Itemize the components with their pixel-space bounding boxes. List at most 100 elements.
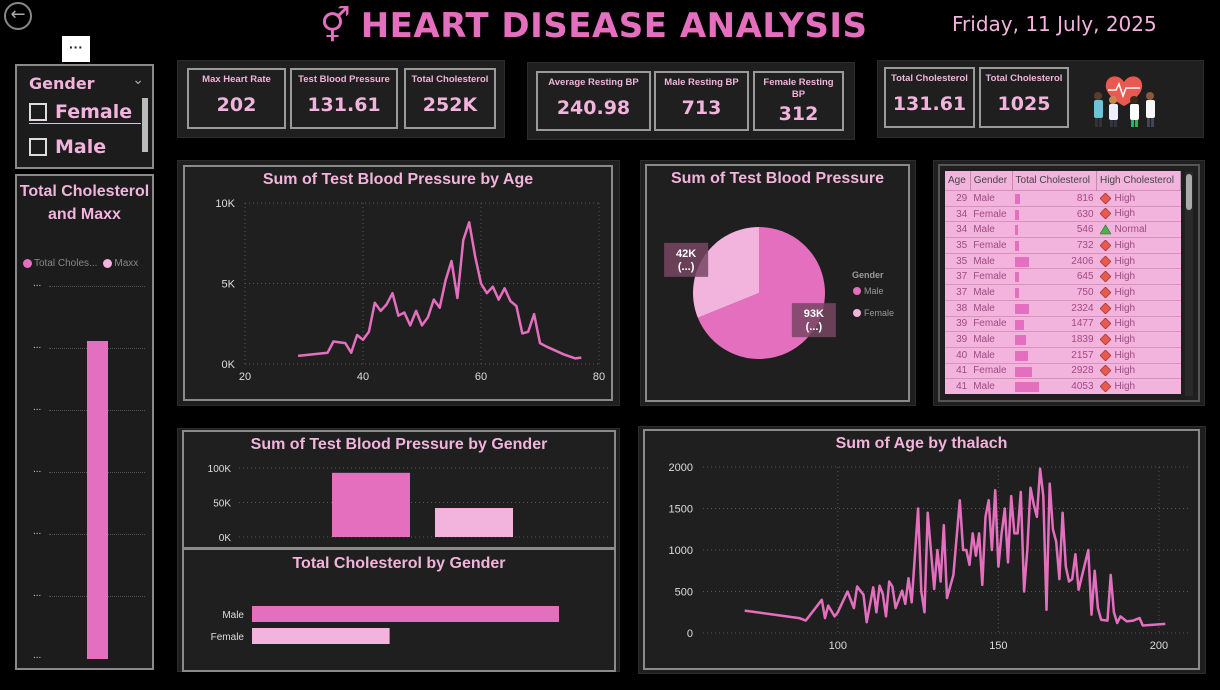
cell-gender: Female bbox=[970, 315, 1013, 332]
legend-label[interactable]: Female bbox=[864, 308, 894, 318]
data-bar bbox=[1015, 209, 1019, 220]
cell-age: 41 bbox=[945, 378, 971, 395]
column-header-gender[interactable]: Gender bbox=[970, 171, 1013, 191]
bar-male[interactable] bbox=[252, 606, 559, 622]
table-row[interactable]: 34 Male 546 Normal bbox=[945, 221, 1181, 238]
category-label: Male bbox=[222, 610, 244, 621]
cell-high-cholesterol: High bbox=[1096, 190, 1181, 207]
table-row[interactable]: 37 Female 645 High bbox=[945, 268, 1181, 285]
chart-title: Sum of Test Blood Pressure bbox=[670, 170, 885, 187]
data-bar bbox=[1015, 350, 1028, 361]
column-header-high-cholesterol[interactable]: High Cholesterol bbox=[1096, 171, 1181, 191]
kpi-total-cholesterol-avg: Total Cholesterol 131.61 bbox=[884, 67, 975, 128]
cell-high-cholesterol: High bbox=[1096, 315, 1181, 332]
diamond-warning-icon bbox=[1099, 381, 1111, 393]
cell-high-cholesterol: High bbox=[1096, 362, 1181, 379]
cell-age: 39 bbox=[945, 315, 971, 332]
column-header-age[interactable]: Age bbox=[945, 171, 971, 191]
bar-female[interactable] bbox=[435, 508, 513, 537]
checkbox[interactable] bbox=[29, 138, 47, 156]
table-row[interactable]: 29 Male 816 High bbox=[945, 190, 1181, 207]
table-row[interactable]: 37 Male 750 High bbox=[945, 284, 1181, 301]
table-row[interactable]: 39 Male 1839 High bbox=[945, 331, 1181, 348]
gridline bbox=[49, 286, 145, 287]
cell-age: 34 bbox=[945, 221, 971, 238]
cell-total-cholesterol: 4053 bbox=[1012, 378, 1097, 395]
cell-age: 35 bbox=[945, 237, 971, 254]
bp-by-gender-plot: 0K 50K 100K bbox=[208, 464, 609, 544]
series-line[interactable] bbox=[744, 467, 1166, 627]
gender-symbol-icon: ⚥ bbox=[320, 6, 351, 46]
legend-marker[interactable] bbox=[853, 287, 861, 295]
table-row[interactable]: 40 Male 2157 High bbox=[945, 346, 1181, 364]
total-cholesterol-bar[interactable] bbox=[87, 341, 108, 659]
table-row[interactable]: 35 Female 732 High bbox=[945, 237, 1181, 254]
table-scrollbar-thumb[interactable] bbox=[1186, 174, 1192, 210]
table-row[interactable]: 34 Female 630 High bbox=[945, 205, 1181, 222]
y-tick-label: 1000 bbox=[669, 545, 693, 557]
cell-age: 38 bbox=[945, 299, 971, 316]
bar-male[interactable] bbox=[332, 472, 410, 537]
category-label: Female bbox=[211, 632, 245, 643]
cell-age: 37 bbox=[945, 268, 971, 285]
series-line[interactable] bbox=[297, 221, 582, 360]
table-row[interactable]: 41 Female 2928 High bbox=[945, 362, 1181, 379]
table-row[interactable]: 41 Male 4053 High bbox=[945, 378, 1181, 395]
checkbox[interactable] bbox=[29, 103, 47, 121]
data-bar bbox=[1015, 366, 1033, 377]
legend-marker[interactable] bbox=[853, 309, 861, 317]
legend-label[interactable]: Male bbox=[864, 286, 884, 296]
cell-total-cholesterol: 2406 bbox=[1012, 252, 1097, 269]
cell-value: 4053 bbox=[1071, 381, 1094, 393]
cell-value: High bbox=[1114, 302, 1136, 314]
slicer-title: Gender bbox=[29, 74, 95, 93]
data-label: 93K bbox=[804, 308, 824, 320]
cell-high-cholesterol: High bbox=[1096, 237, 1181, 254]
kpi-average-resting-bp: Average Resting BP 240.98 bbox=[536, 71, 651, 131]
more-options-button[interactable]: ··· bbox=[62, 36, 90, 62]
legend-item-maxx[interactable]: Maxx bbox=[103, 258, 138, 269]
table-row[interactable]: 35 Male 2406 High bbox=[945, 252, 1181, 269]
diamond-warning-icon bbox=[1099, 349, 1111, 361]
data-label: (...) bbox=[678, 261, 695, 273]
slicer-item-male[interactable]: Male bbox=[29, 136, 141, 158]
title-area: ⚥ HEART DISEASE ANALYSIS bbox=[320, 6, 868, 46]
cell-total-cholesterol: 732 bbox=[1012, 237, 1097, 254]
y-tick-label: 5K bbox=[222, 279, 236, 291]
data-bar bbox=[1015, 225, 1019, 236]
diamond-warning-icon bbox=[1099, 286, 1111, 298]
slicer-item-female[interactable]: Female bbox=[29, 101, 141, 124]
back-arrow-icon[interactable]: ← bbox=[4, 2, 32, 30]
pie-slice-female[interactable] bbox=[693, 227, 759, 318]
kpi-value: 1025 bbox=[997, 93, 1051, 115]
kpi-value: 131.61 bbox=[892, 93, 967, 115]
cell-age: 40 bbox=[945, 346, 971, 364]
cell-value: 816 bbox=[1076, 192, 1094, 204]
kpi-label: Max Heart Rate bbox=[202, 74, 271, 85]
bar-female[interactable] bbox=[252, 628, 390, 644]
cell-total-cholesterol: 1839 bbox=[1012, 331, 1097, 348]
slicer-scrollbar[interactable] bbox=[142, 98, 148, 152]
table-row[interactable]: 39 Female 1477 High bbox=[945, 315, 1181, 332]
bp-pie-chart: Sum of Test Blood Pressure 93K (...) 42K (.… bbox=[645, 164, 910, 402]
cell-total-cholesterol: 645 bbox=[1012, 268, 1097, 285]
kpi-label: Male Resting BP bbox=[664, 77, 739, 88]
cell-gender: Female bbox=[970, 362, 1013, 379]
doctors-heart-icon bbox=[1094, 76, 1155, 127]
chart-title: Total Cholesterol by Gender bbox=[292, 555, 506, 572]
cell-gender: Female bbox=[970, 205, 1013, 222]
cell-value: 1839 bbox=[1071, 334, 1094, 346]
cell-gender: Male bbox=[970, 252, 1013, 269]
chart-title: Total Cholesterol and Maxx bbox=[19, 183, 150, 223]
column-header-total-cholesterol[interactable]: Total Cholesterol bbox=[1012, 171, 1098, 191]
cell-value: High bbox=[1114, 349, 1136, 361]
cell-value: High bbox=[1114, 334, 1136, 346]
table-scrollbar-track[interactable] bbox=[1185, 172, 1193, 396]
data-bar bbox=[1015, 335, 1026, 346]
table-row[interactable]: 38 Male 2324 High bbox=[945, 299, 1181, 316]
kpi-value: 713 bbox=[681, 97, 722, 119]
chevron-down-icon[interactable]: ⌄ bbox=[132, 72, 144, 88]
axis-tick-label: ... bbox=[33, 340, 42, 351]
cell-total-cholesterol: 2324 bbox=[1012, 299, 1097, 316]
legend-item-total-cholesterol[interactable]: Total Choles... bbox=[23, 258, 97, 269]
